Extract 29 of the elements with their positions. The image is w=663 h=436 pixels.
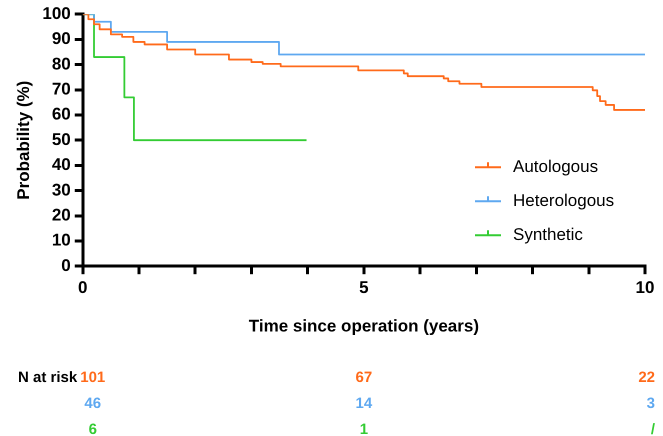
y-tick-label: 60 [52, 104, 71, 124]
y-axis-title: Probability (%) [14, 80, 33, 200]
x-tick-label: 0 [78, 278, 88, 298]
text: 6 [88, 421, 97, 436]
text: 14 [356, 395, 373, 412]
text: 46 [84, 395, 102, 412]
x-tick-label: 5 [359, 278, 369, 298]
y-tick-label: 90 [52, 29, 71, 48]
legend-label: Autologous [513, 156, 598, 176]
y-tick-label: 30 [52, 180, 71, 200]
text: 22 [638, 369, 655, 386]
y-tick-label: 0 [61, 256, 71, 275]
legend-label: Synthetic [513, 224, 584, 244]
y-tick-label: 10 [52, 230, 71, 250]
y-tick-label: 70 [52, 79, 71, 98]
y-tick-label: 80 [52, 54, 71, 74]
text: 3 [646, 395, 655, 412]
text: N at risk [18, 369, 78, 386]
y-tick-label: 20 [52, 205, 71, 224]
text: 101 [80, 369, 106, 386]
y-tick-label: 100 [42, 4, 71, 23]
text: 67 [356, 369, 372, 386]
text: / [650, 421, 656, 436]
text: 1 [360, 421, 368, 436]
x-axis-title: Time since operation (years) [248, 316, 479, 336]
y-tick-label: 40 [52, 155, 71, 174]
y-tick-label: 50 [52, 130, 71, 149]
legend-label: Heterologous [513, 190, 614, 210]
x-tick-label: 10 [636, 278, 654, 298]
